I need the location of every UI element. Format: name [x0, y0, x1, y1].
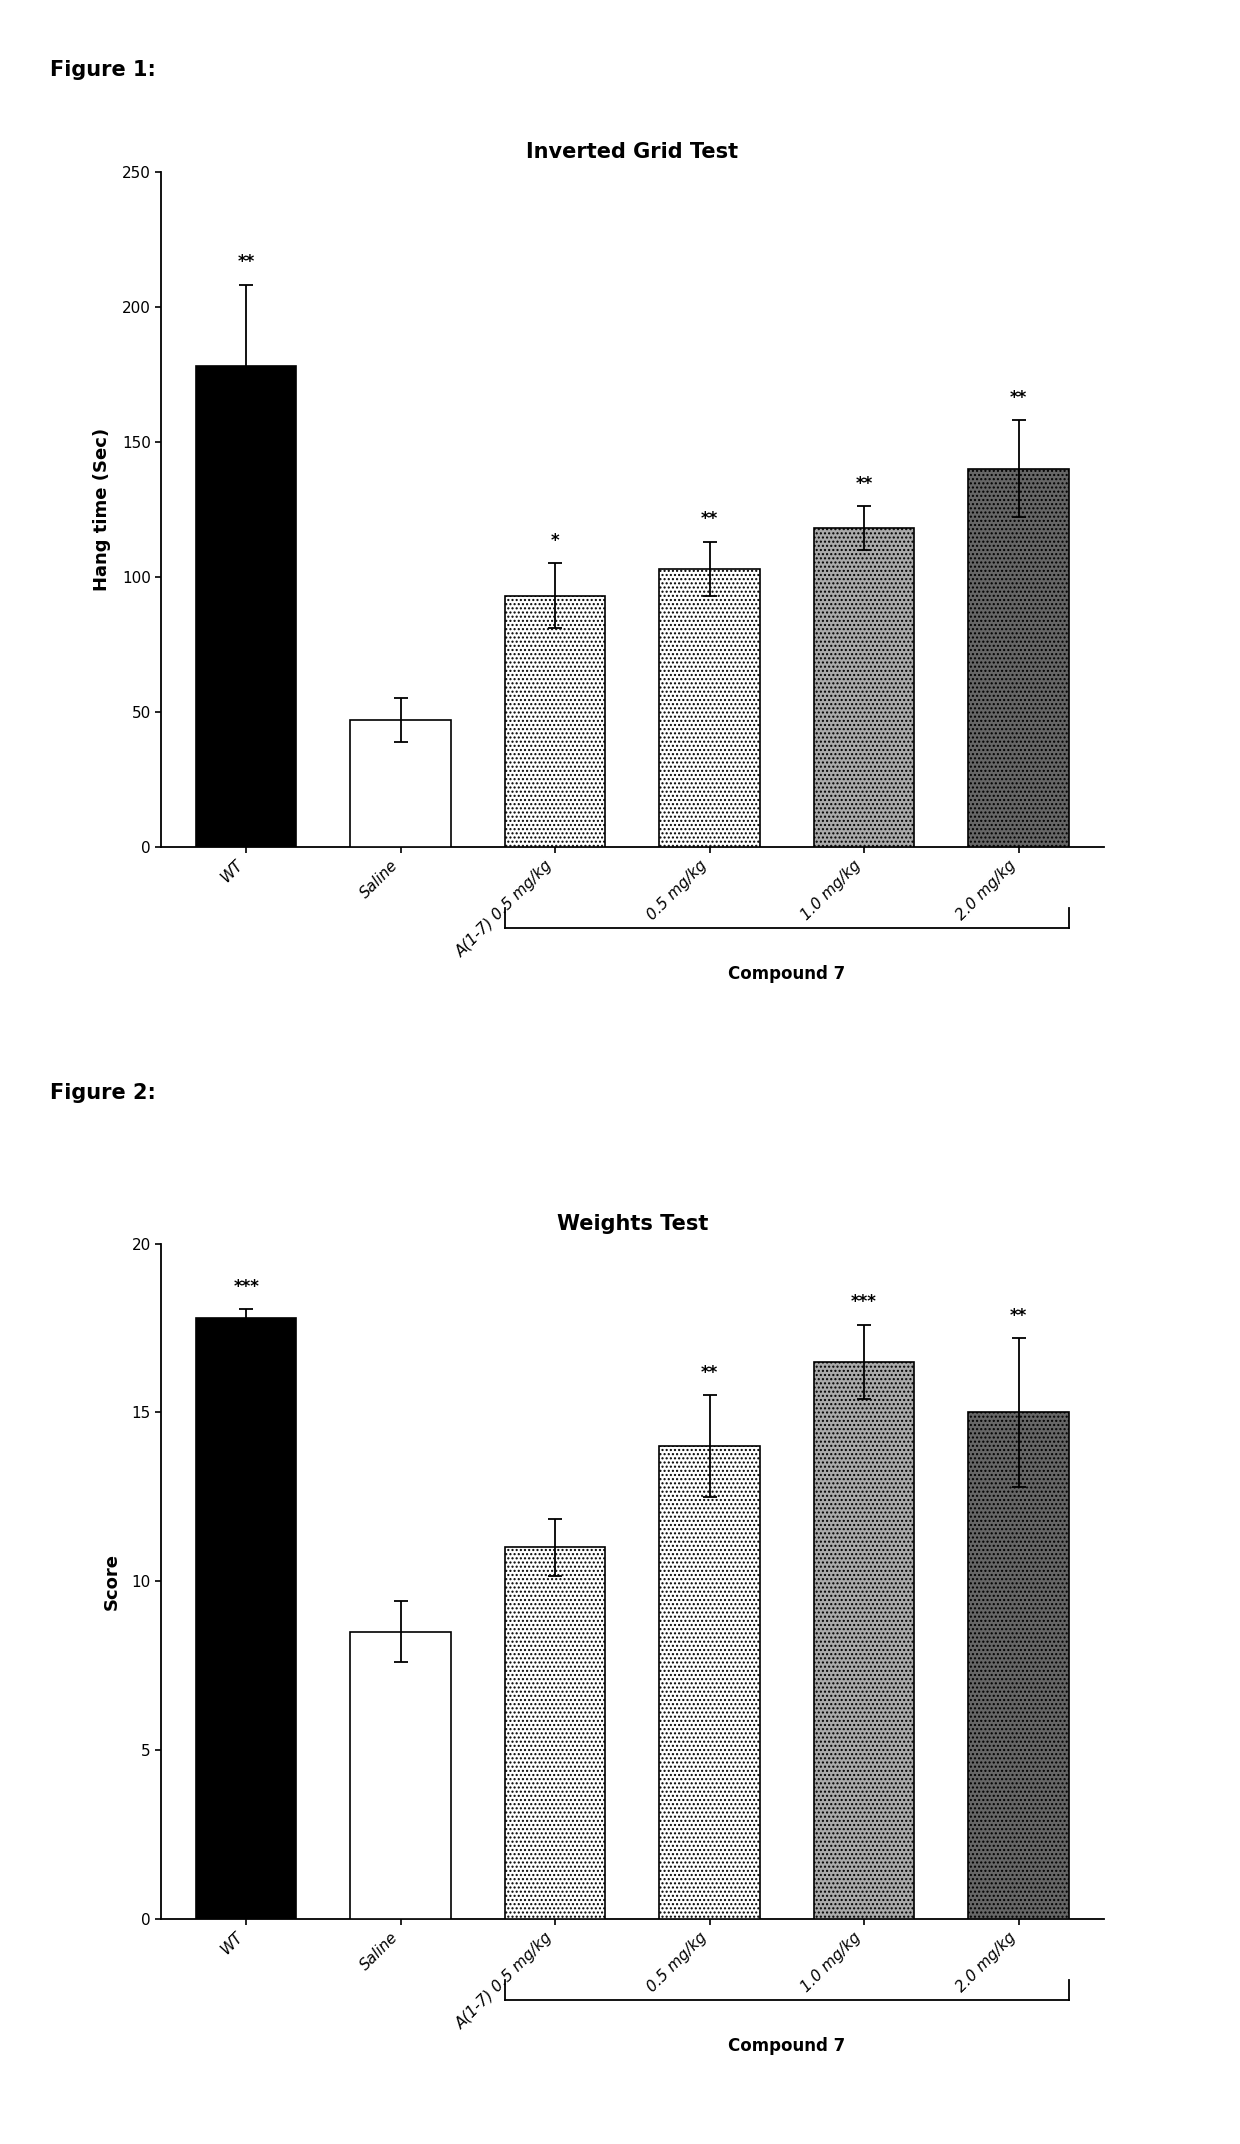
Y-axis label: Score: Score	[103, 1552, 120, 1610]
Text: **: **	[1011, 388, 1027, 407]
Bar	[196, 367, 296, 847]
Title: Inverted Grid Test: Inverted Grid Test	[526, 142, 739, 161]
Text: **: **	[701, 1364, 718, 1383]
Text: **: **	[856, 476, 873, 493]
Text: Compound 7: Compound 7	[728, 2037, 846, 2056]
Text: ***: ***	[851, 1293, 877, 1310]
Bar	[660, 1445, 760, 1919]
Bar	[351, 1632, 451, 1919]
Bar	[351, 720, 451, 847]
Bar	[968, 1413, 1069, 1919]
Text: Figure 1:: Figure 1:	[50, 60, 155, 79]
Y-axis label: Hang time (Sec): Hang time (Sec)	[93, 427, 110, 592]
Text: Figure 2:: Figure 2:	[50, 1083, 155, 1102]
Text: **: **	[1011, 1306, 1027, 1325]
Bar	[813, 527, 914, 847]
Text: *: *	[551, 532, 559, 549]
Bar	[660, 568, 760, 847]
Bar	[196, 1319, 296, 1919]
Text: Compound 7: Compound 7	[728, 965, 846, 984]
Bar	[968, 470, 1069, 847]
Text: **: **	[238, 253, 254, 272]
Text: **: **	[701, 510, 718, 527]
Bar	[813, 1361, 914, 1919]
Title: Weights Test: Weights Test	[557, 1214, 708, 1233]
Bar	[505, 596, 605, 847]
Bar	[505, 1548, 605, 1919]
Text: ***: ***	[233, 1278, 259, 1295]
